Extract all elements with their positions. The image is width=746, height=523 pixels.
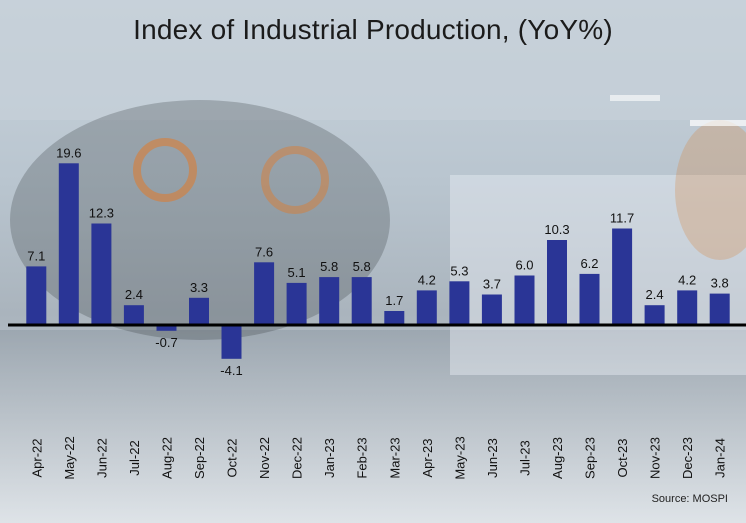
value-label: 6.0 — [515, 258, 533, 273]
value-label: 2.4 — [646, 287, 664, 302]
bar-may-23 — [449, 281, 470, 325]
bar-jun-23 — [481, 294, 502, 325]
value-label: 10.3 — [544, 222, 569, 237]
bar-jun-22 — [91, 223, 112, 325]
bar-aug-22 — [156, 325, 177, 331]
bar-may-22 — [58, 163, 79, 325]
value-label: 3.7 — [483, 277, 501, 292]
x-tick-label: Mar-23 — [387, 437, 402, 478]
source-note: Source: MOSPI — [651, 493, 728, 505]
x-tick-label: Feb-23 — [355, 437, 370, 478]
bar-jan-23 — [319, 277, 340, 325]
value-label: -0.7 — [155, 335, 177, 350]
bars-group — [26, 163, 730, 359]
x-tick-label: Apr-23 — [420, 438, 435, 477]
value-label: 1.7 — [385, 293, 403, 308]
x-tick-label: Sep-23 — [583, 437, 598, 479]
x-tick-label: Apr-22 — [29, 438, 44, 477]
x-tick-label: Jun-22 — [94, 438, 109, 478]
value-label: 19.6 — [56, 145, 81, 160]
x-tick-label: Jun-23 — [485, 438, 500, 478]
x-tick-label: May-23 — [452, 436, 467, 479]
x-tick-label: Sep-22 — [192, 437, 207, 479]
value-label: 7.1 — [27, 248, 45, 263]
bar-sep-22 — [189, 297, 209, 325]
bar-dec-22 — [286, 282, 307, 325]
bar-feb-23 — [351, 277, 372, 325]
bar-mar-23 — [384, 311, 405, 325]
x-tick-label: Nov-23 — [648, 437, 663, 479]
x-tick-label: Aug-23 — [550, 437, 565, 479]
x-tick-label: Dec-22 — [290, 437, 305, 479]
bar-jul-22 — [123, 305, 144, 325]
bar-aug-23 — [547, 240, 567, 325]
x-tick-label: Nov-22 — [257, 437, 272, 479]
x-tick-label: Oct-23 — [615, 438, 630, 477]
bar-jul-23 — [514, 275, 535, 325]
bar-sep-23 — [579, 273, 600, 325]
value-label: 6.2 — [580, 256, 598, 271]
bar-jan-24 — [709, 293, 730, 325]
bar-oct-22 — [221, 325, 242, 359]
value-label: 2.4 — [125, 287, 143, 302]
bar-nov-23 — [644, 305, 665, 325]
x-tick-label: Dec-23 — [680, 437, 695, 479]
x-tick-label: Aug-22 — [160, 437, 175, 479]
value-label: 4.2 — [418, 272, 436, 287]
x-tick-labels-group: Apr-22 May-22 Jun-22 Jul-22 Aug-22 Sep-22 Oct-… — [29, 436, 727, 479]
value-label: 4.2 — [678, 272, 696, 287]
value-label: 3.8 — [711, 276, 729, 291]
x-tick-label: Jan-23 — [322, 438, 337, 478]
value-label: 7.6 — [255, 244, 273, 259]
bar-apr-23 — [416, 290, 437, 325]
value-label: -4.1 — [220, 363, 242, 378]
value-label: 5.3 — [450, 263, 468, 278]
value-label: 5.8 — [320, 259, 338, 274]
bar-nov-22 — [254, 262, 275, 325]
value-label: 12.3 — [89, 206, 114, 221]
x-tick-label: Jul-23 — [518, 440, 533, 475]
value-label: 5.1 — [288, 265, 306, 280]
x-tick-label: Jul-22 — [127, 440, 142, 475]
value-labels-group: 7.1 19.6 12.3 2.4 -0.7 3.3 -4.1 7.6 5.1 5.8 5.8 1.7… — [27, 145, 728, 377]
value-label: 3.3 — [190, 280, 208, 295]
x-tick-label: Jan-24 — [713, 438, 728, 478]
bar-dec-23 — [677, 290, 698, 325]
value-label: 11.7 — [610, 211, 634, 226]
x-tick-label: May-22 — [62, 436, 77, 479]
chart-title: Index of Industrial Production, (YoY%) — [133, 14, 613, 45]
bar-oct-23 — [612, 228, 633, 325]
value-label: 5.8 — [353, 259, 371, 274]
bar-apr-22 — [26, 266, 47, 325]
x-tick-label: Oct-22 — [225, 438, 240, 477]
